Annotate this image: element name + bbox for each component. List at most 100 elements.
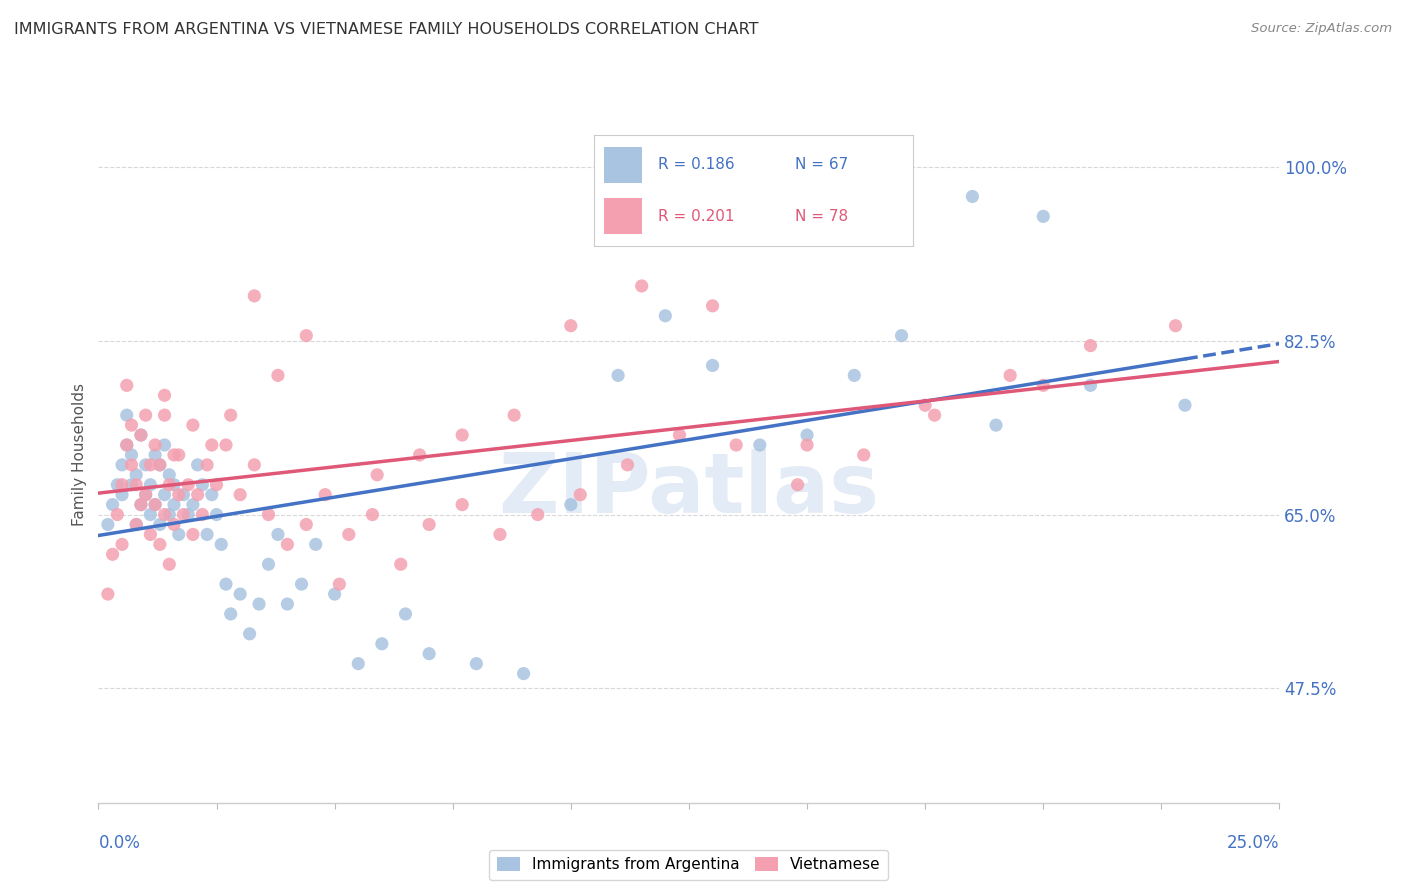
Point [668, 428, 690, 442]
Point [163, 477, 186, 491]
Point [143, 438, 166, 452]
Text: IMMIGRANTS FROM ARGENTINA VS VIETNAMESE FAMILY HOUSEHOLDS CORRELATION CHART: IMMIGRANTS FROM ARGENTINA VS VIETNAMESE … [14, 22, 759, 37]
Point [191, 508, 214, 522]
Text: 0.0%: 0.0% [98, 834, 141, 852]
Point [219, 408, 242, 422]
Point [101, 547, 124, 561]
Text: R = 0.186: R = 0.186 [658, 157, 735, 172]
Point [181, 527, 204, 541]
Point [219, 607, 242, 621]
Point [465, 657, 488, 671]
Point [314, 488, 336, 502]
Point [97, 517, 120, 532]
Point [276, 537, 298, 551]
Point [139, 527, 162, 541]
Point [408, 448, 430, 462]
Point [135, 408, 157, 422]
Point [451, 428, 474, 442]
Point [276, 597, 298, 611]
Point [177, 508, 200, 522]
Point [135, 488, 157, 502]
Point [962, 189, 984, 203]
Point [139, 508, 162, 522]
Point [702, 359, 724, 373]
Point [796, 438, 818, 452]
Point [371, 637, 394, 651]
Point [105, 508, 128, 522]
Point [111, 488, 134, 502]
Point [702, 299, 724, 313]
Point [172, 488, 194, 502]
Point [512, 666, 534, 681]
Point [121, 418, 143, 433]
Point [153, 408, 176, 422]
Point [247, 597, 270, 611]
Point [157, 558, 180, 572]
Point [135, 458, 157, 472]
Point [914, 398, 936, 412]
Point [105, 477, 128, 491]
Point [115, 438, 138, 452]
Point [121, 477, 143, 491]
Y-axis label: Family Households: Family Households [72, 384, 87, 526]
Point [1174, 398, 1197, 412]
Point [111, 537, 134, 551]
Point [167, 527, 190, 541]
Point [143, 448, 166, 462]
Point [111, 458, 134, 472]
Point [1164, 318, 1187, 333]
Point [347, 657, 370, 671]
Point [163, 448, 186, 462]
Point [239, 627, 262, 641]
Point [229, 587, 252, 601]
Point [129, 428, 152, 442]
Point [153, 488, 176, 502]
Point [361, 508, 384, 522]
Point [998, 368, 1021, 383]
Point [243, 289, 266, 303]
Point [852, 448, 875, 462]
Point [167, 488, 190, 502]
Point [191, 477, 214, 491]
Point [195, 458, 218, 472]
Text: N = 67: N = 67 [796, 157, 849, 172]
Point [323, 587, 346, 601]
Point [201, 438, 224, 452]
Point [101, 498, 124, 512]
Point [121, 448, 143, 462]
Point [796, 428, 818, 442]
Point [143, 498, 166, 512]
Text: 25.0%: 25.0% [1227, 834, 1279, 852]
Point [257, 508, 280, 522]
Point [201, 488, 224, 502]
Point [489, 527, 512, 541]
Point [111, 477, 134, 491]
Point [1080, 338, 1102, 352]
Point [167, 448, 190, 462]
Point [129, 498, 152, 512]
Point [257, 558, 280, 572]
Point [786, 477, 808, 491]
Point [149, 517, 172, 532]
Point [209, 537, 232, 551]
Point [503, 408, 526, 422]
Point [177, 477, 200, 491]
Point [337, 527, 360, 541]
Point [121, 458, 143, 472]
Point [890, 328, 912, 343]
Point [187, 488, 209, 502]
Point [125, 517, 148, 532]
Point [163, 517, 186, 532]
Point [149, 458, 172, 472]
Point [295, 517, 318, 532]
Point [115, 438, 138, 452]
Point [418, 517, 440, 532]
Point [157, 467, 180, 482]
Point [630, 279, 652, 293]
Point [418, 647, 440, 661]
Text: ZIPatlas: ZIPatlas [499, 450, 879, 530]
Point [267, 527, 290, 541]
Point [569, 488, 592, 502]
Point [157, 508, 180, 522]
Point [389, 558, 412, 572]
